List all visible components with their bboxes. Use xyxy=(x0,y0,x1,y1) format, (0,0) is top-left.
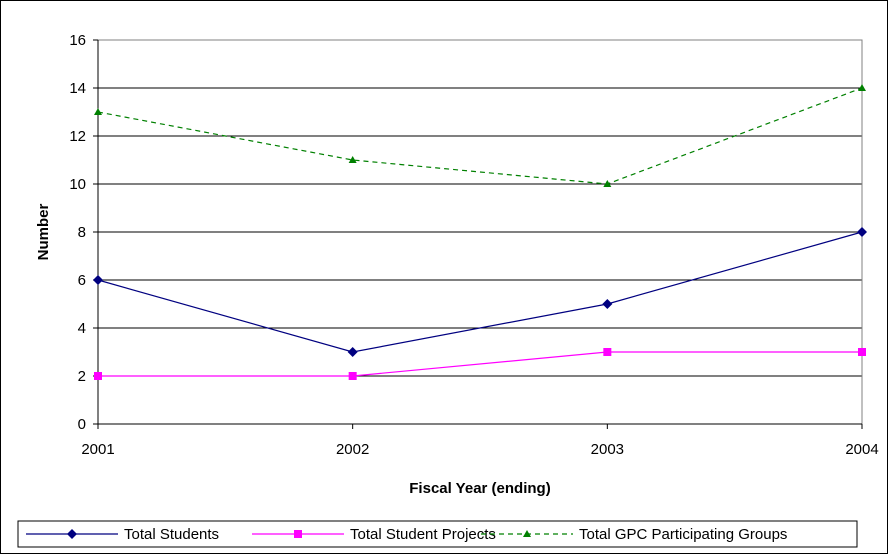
x-tick-label: 2004 xyxy=(845,441,878,458)
series-lines xyxy=(97,87,863,377)
legend-label-total-student-projects: Total Student Projects xyxy=(350,526,496,543)
y-tick-label: 6 xyxy=(78,272,86,289)
series-line-total-gpc-participating-groups xyxy=(97,87,863,185)
legend-label-total-gpc-participating-groups: Total GPC Participating Groups xyxy=(579,526,787,543)
legend-label-total-students: Total Students xyxy=(124,526,219,543)
y-tick-label: 4 xyxy=(78,320,86,337)
legend-marker-total-students xyxy=(67,529,77,539)
data-point-total-students xyxy=(857,227,867,237)
series-markers xyxy=(93,84,867,380)
y-tick-label: 14 xyxy=(69,80,86,97)
y-tick-label: 16 xyxy=(69,32,86,49)
series-line-total-students xyxy=(97,231,863,353)
x-axis-title: Fiscal Year (ending) xyxy=(409,480,550,497)
series-line-total-student-projects xyxy=(98,351,862,377)
y-tick-label: 10 xyxy=(69,176,86,193)
legend-marker-total-gpc-participating-groups xyxy=(523,530,531,537)
data-point-total-students xyxy=(602,299,613,309)
data-point-total-student-projects xyxy=(603,348,612,356)
data-point-total-gpc-participating-groups xyxy=(94,108,102,115)
y-tick-label: 8 xyxy=(78,224,86,241)
data-point-total-gpc-participating-groups xyxy=(603,180,612,187)
y-tick-label: 2 xyxy=(78,368,86,385)
data-point-total-student-projects xyxy=(94,372,102,380)
gridlines xyxy=(98,39,862,425)
x-tick-label: 2001 xyxy=(81,441,114,458)
x-tick-label: 2002 xyxy=(336,441,369,458)
x-axis: 2001 2002 2003 2004 xyxy=(81,423,879,458)
legend-box xyxy=(17,520,858,548)
data-point-total-students xyxy=(93,275,103,285)
legend: Total Students Total Student Projects Tota… xyxy=(17,520,858,548)
y-tick-label: 12 xyxy=(69,128,86,145)
y-tick-label: 0 xyxy=(78,416,86,433)
data-point-total-gpc-participating-groups xyxy=(858,84,866,91)
y-axis: 0 2 4 6 8 10 12 14 16 xyxy=(69,32,99,433)
data-point-total-student-projects xyxy=(858,348,866,356)
y-axis-title: Number xyxy=(35,204,52,261)
legend-marker-total-student-projects xyxy=(294,530,302,538)
data-point-total-students xyxy=(347,347,358,357)
data-point-total-gpc-participating-groups xyxy=(348,156,357,163)
x-tick-label: 2003 xyxy=(591,441,624,458)
data-point-total-student-projects xyxy=(348,372,357,380)
